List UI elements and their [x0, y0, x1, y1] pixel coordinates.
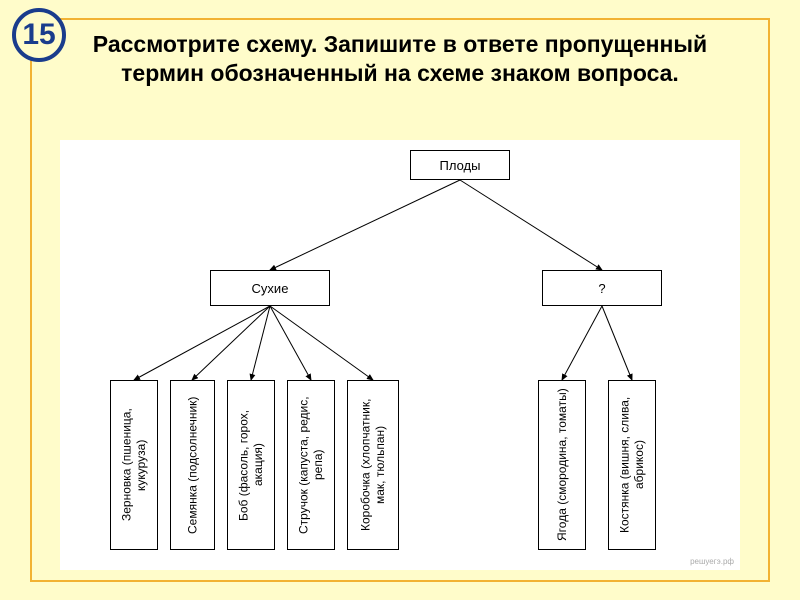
leaf-node-6: Костянка (вишня, слива, абрикос) [608, 380, 656, 550]
leaf-node-1: Семянка (подсолнечник) [170, 380, 215, 550]
leaf-node-5: Ягода (смородина, томаты) [538, 380, 586, 550]
leaf-node-3: Стручок (капуста, редис, репа) [287, 380, 335, 550]
watermark: решуегэ.рф [690, 557, 734, 566]
instruction-title: Рассмотрите схему. Запишите в ответе про… [80, 30, 720, 88]
branch-node-dry: Сухие [210, 270, 330, 306]
leaf-node-2: Боб (фасоль, горох, акация) [227, 380, 275, 550]
root-node: Плоды [410, 150, 510, 180]
branch-node-q: ? [542, 270, 662, 306]
badge-number: 15 [22, 18, 55, 52]
leaf-node-0: Зерновка (пшеница, кукуруза) [110, 380, 158, 550]
leaf-node-4: Коробочка (хлопчатник, мак, тюльпан) [347, 380, 399, 550]
tree-diagram: ПлодыСухие?Зерновка (пшеница, кукуруза)С… [60, 140, 740, 570]
question-number-badge: 15 [12, 8, 66, 62]
